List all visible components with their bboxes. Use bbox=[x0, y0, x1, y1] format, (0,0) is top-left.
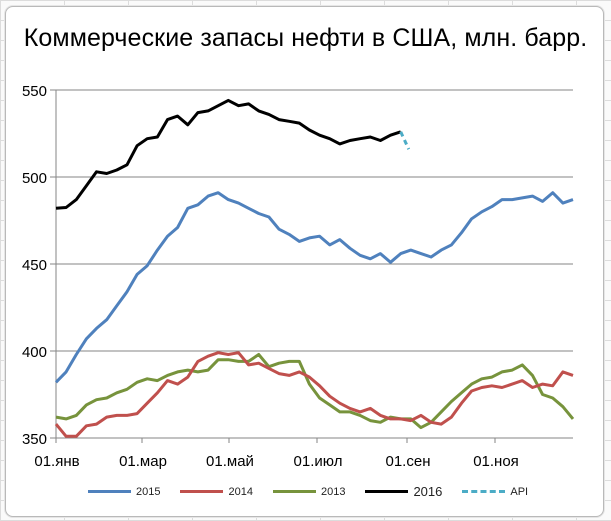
legend-label: API bbox=[510, 485, 529, 498]
y-tick-label: 500 bbox=[22, 170, 47, 187]
x-tick-label: 01.янв bbox=[34, 453, 79, 470]
y-tick-label: 350 bbox=[22, 431, 47, 448]
legend-label: 2016 bbox=[413, 484, 443, 499]
legend-label: 2015 bbox=[136, 485, 161, 498]
legend-swatch-icon bbox=[180, 490, 224, 493]
y-tick-label: 450 bbox=[22, 257, 47, 274]
series-line-2013[interactable] bbox=[55, 353, 575, 430]
legend-swatch-icon bbox=[272, 490, 316, 493]
legend: 2015 2014 2013 2016 API bbox=[88, 484, 548, 499]
chart-area[interactable] bbox=[5, 6, 604, 517]
legend-swatch-icon bbox=[365, 490, 409, 493]
x-tick-label: 01.май bbox=[206, 453, 254, 470]
series-line-api[interactable] bbox=[399, 131, 411, 150]
y-tick-label: 400 bbox=[22, 344, 47, 361]
legend-label: 2013 bbox=[320, 485, 346, 498]
legend-item-2014[interactable]: 2014 bbox=[180, 485, 253, 498]
legend-swatch-icon bbox=[88, 490, 131, 493]
legend-item-2016[interactable]: 2016 bbox=[365, 484, 442, 499]
y-tick-label: 550 bbox=[22, 83, 47, 100]
legend-swatch-icon bbox=[462, 490, 506, 493]
series-line-2015[interactable] bbox=[54, 191, 574, 384]
legend-item-api[interactable]: API bbox=[462, 486, 528, 498]
legend-label: 2014 bbox=[228, 485, 253, 498]
x-tick-label: 01.ноя bbox=[473, 453, 519, 470]
x-tick-label: 01.мар bbox=[119, 453, 167, 470]
chart-title: Коммерческие запасы нефти в США, млн. ба… bbox=[23, 24, 588, 52]
series-line-2016[interactable] bbox=[55, 98, 402, 210]
x-tick-label: 01.июл bbox=[294, 453, 343, 470]
x-tick-label: 01.сен bbox=[386, 453, 431, 470]
legend-item-2013[interactable]: 2013 bbox=[272, 485, 346, 498]
series-line-2014[interactable] bbox=[54, 351, 574, 438]
legend-item-2015[interactable]: 2015 bbox=[88, 486, 160, 498]
